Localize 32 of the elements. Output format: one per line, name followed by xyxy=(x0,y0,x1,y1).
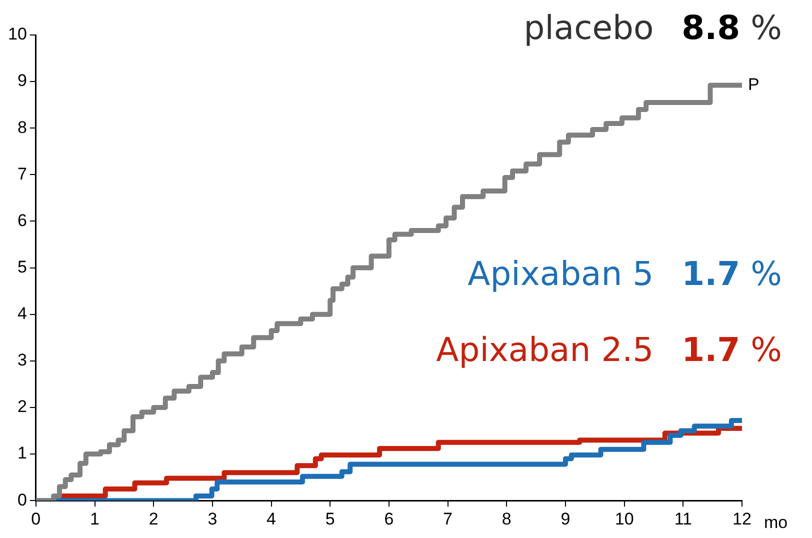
annotation: 1.7 % xyxy=(682,254,782,293)
y-tick-label: 8 xyxy=(17,118,27,137)
x-axis-title: mo xyxy=(764,512,788,533)
y-tick-label: 0 xyxy=(17,490,27,510)
x-tick-label: 6 xyxy=(384,509,394,528)
y-tick-label: 10 xyxy=(8,24,27,44)
x-tick-label: 1 xyxy=(90,509,100,528)
x-tick-label: 11 xyxy=(674,509,692,528)
y-tick-label: 7 xyxy=(17,164,27,184)
x-tick-label: 9 xyxy=(560,509,570,528)
series-label: placebo xyxy=(524,8,654,47)
x-tick-label: 8 xyxy=(502,509,512,528)
y-tick-label: 1 xyxy=(17,444,27,463)
x-tick-label: 10 xyxy=(614,509,634,528)
text: Apixaban 5 xyxy=(468,254,654,293)
annotation: 8.8 % xyxy=(682,8,782,47)
x-tick-label: 4 xyxy=(266,509,276,528)
x-tick-label: 7 xyxy=(443,509,453,528)
y-tick-label: 6 xyxy=(17,210,27,230)
series-label: Apixaban 2.5 xyxy=(436,330,654,369)
y-tick-label: 5 xyxy=(17,257,27,276)
y-tick-label: 2 xyxy=(17,397,27,416)
annotation: P xyxy=(748,74,760,94)
y-tick-label: 9 xyxy=(17,71,27,90)
x-tick-label: 12 xyxy=(732,509,752,528)
y-tick-label: 3 xyxy=(17,350,27,370)
x-tick-label: 5 xyxy=(325,509,335,528)
y-tick-label: 4 xyxy=(17,304,27,324)
x-tick-label: 3 xyxy=(208,509,218,528)
x-tick-label: 0 xyxy=(31,509,41,528)
annotation: 1.7 % xyxy=(682,330,782,369)
x-tick-label: 2 xyxy=(148,509,158,528)
